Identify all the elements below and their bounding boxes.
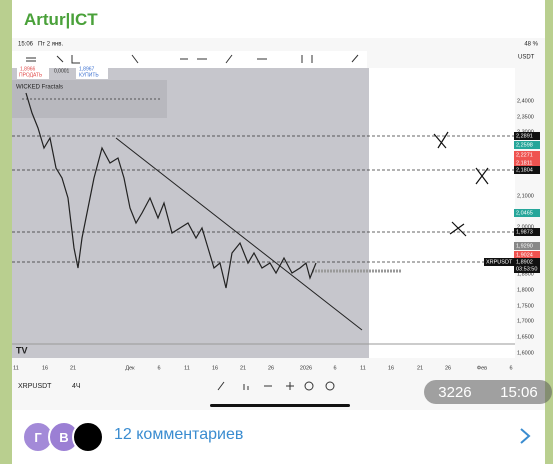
price-label: 2,2891 xyxy=(516,133,533,139)
toolbar-icons xyxy=(26,54,359,64)
media-info: 3226 15:06 xyxy=(424,380,552,404)
buy-price: 1,8967 xyxy=(79,66,95,72)
tv-logo: TV xyxy=(16,345,28,355)
views: 3226 xyxy=(438,383,472,401)
buy-box xyxy=(76,65,108,79)
price-tick: 2,4000 xyxy=(517,98,534,104)
price-axis: 2,40002,35002,30002,10002,00001,85001,80… xyxy=(484,98,540,356)
price-label: 2,1804 xyxy=(516,167,533,173)
price-tick: 2,1000 xyxy=(517,193,534,199)
symbol-label: XRPUSDT xyxy=(486,259,513,265)
price-tick: 1,6500 xyxy=(517,334,534,340)
chevron xyxy=(520,428,531,444)
price-tick: 1,7000 xyxy=(517,318,534,324)
price-label: 03:53:50 xyxy=(516,266,537,272)
drawing-toolbar xyxy=(12,51,367,68)
trend-line xyxy=(115,137,363,331)
sell-price: 1,8966 xyxy=(20,66,36,72)
price-label-bg xyxy=(514,166,540,174)
price-tick: 1,8000 xyxy=(517,287,534,293)
symbol-label-bg xyxy=(484,258,514,266)
time-tick: 2026 xyxy=(300,365,312,371)
price-label-bg xyxy=(514,159,540,167)
time-tick: 26 xyxy=(268,365,274,371)
time-tick: 21 xyxy=(70,365,76,371)
price-label-bg xyxy=(514,141,540,149)
status-battery: 48 % xyxy=(524,42,538,48)
comments-link[interactable]: 12 комментариев xyxy=(114,426,244,443)
time-tick: 6 xyxy=(333,365,336,371)
time-tick: 6 xyxy=(157,365,160,371)
time-axis: 11 16 21 Дек 6 11 16 21 26 2026 6 11 16 21 26 Фев 6 xyxy=(13,365,512,371)
indicator-name: WICKED Fractals xyxy=(16,85,63,91)
time-tick: 16 xyxy=(212,365,218,371)
sell-box xyxy=(17,65,49,79)
time-tick: Фев xyxy=(477,365,487,371)
currency: USDT xyxy=(518,55,535,61)
price-label-bg xyxy=(514,132,540,140)
buy-button[interactable]: КУПИТЬ xyxy=(79,72,99,78)
price-label-bg xyxy=(514,209,540,217)
price-label: 1,9290 xyxy=(516,243,533,249)
price-label-bg xyxy=(514,251,540,259)
status-date: Пт 2 янв. xyxy=(38,42,63,48)
price-label: 2,2598 xyxy=(516,142,533,148)
price-label-bg xyxy=(514,228,540,236)
spread: 0,0001 xyxy=(54,68,70,74)
bottom-toolbar xyxy=(217,381,335,391)
price-path xyxy=(25,92,317,289)
price-tick: 1,8500 xyxy=(517,271,534,277)
price-label-bg xyxy=(514,265,540,273)
price-label: 2,2271 xyxy=(516,152,533,158)
comments-bar[interactable]: Г В 12 комментариев xyxy=(12,414,545,458)
status-time: 15:06 xyxy=(18,42,34,48)
time-tick: 26 xyxy=(445,365,451,371)
price-label: 2,0465 xyxy=(516,210,533,216)
time-tick: 16 xyxy=(388,365,394,371)
post-time: 15:06 xyxy=(500,383,538,401)
time-tick: 11 xyxy=(13,365,19,371)
price-label: 1,9873 xyxy=(516,229,533,235)
avatar xyxy=(72,421,104,453)
indicator-panel xyxy=(12,80,167,118)
price-label-bg xyxy=(514,242,540,250)
level-lines xyxy=(12,135,515,263)
time-tick: 21 xyxy=(240,365,246,371)
home-indicator xyxy=(210,404,350,407)
price-label: 2,1811 xyxy=(516,160,532,166)
time-tick: Дек xyxy=(125,365,135,371)
interval[interactable]: 4Ч xyxy=(72,383,81,390)
price-label-bg xyxy=(514,151,540,159)
screenshot[interactable]: 15:06 Пт 2 янв. 48 % USDT 1,8966 ПРОДАТЬ… xyxy=(12,38,545,410)
price-label-bg xyxy=(514,258,540,266)
symbol: XRPUSDT xyxy=(18,383,52,390)
time-tick: 6 xyxy=(509,365,512,371)
time-tick: 16 xyxy=(42,365,48,371)
price-tick: 2,3500 xyxy=(517,114,534,120)
price-label: 1,8902 xyxy=(516,259,533,265)
time-tick: 11 xyxy=(360,365,366,371)
price-tick: 2,0000 xyxy=(517,224,534,230)
post-card: Artur|ICT 15:06 Пт 2 янв. 48 % USDT 1,89… xyxy=(12,0,552,464)
price-label: 1,9024 xyxy=(516,252,533,258)
time-tick: 11 xyxy=(184,365,190,371)
hand-marks xyxy=(433,131,489,237)
time-tick: 21 xyxy=(417,365,423,371)
price-tick: 1,7500 xyxy=(517,303,534,309)
channel-title[interactable]: Artur|ICT xyxy=(24,10,98,29)
price-tick: 1,6000 xyxy=(517,350,534,356)
sell-button[interactable]: ПРОДАТЬ xyxy=(19,72,43,78)
